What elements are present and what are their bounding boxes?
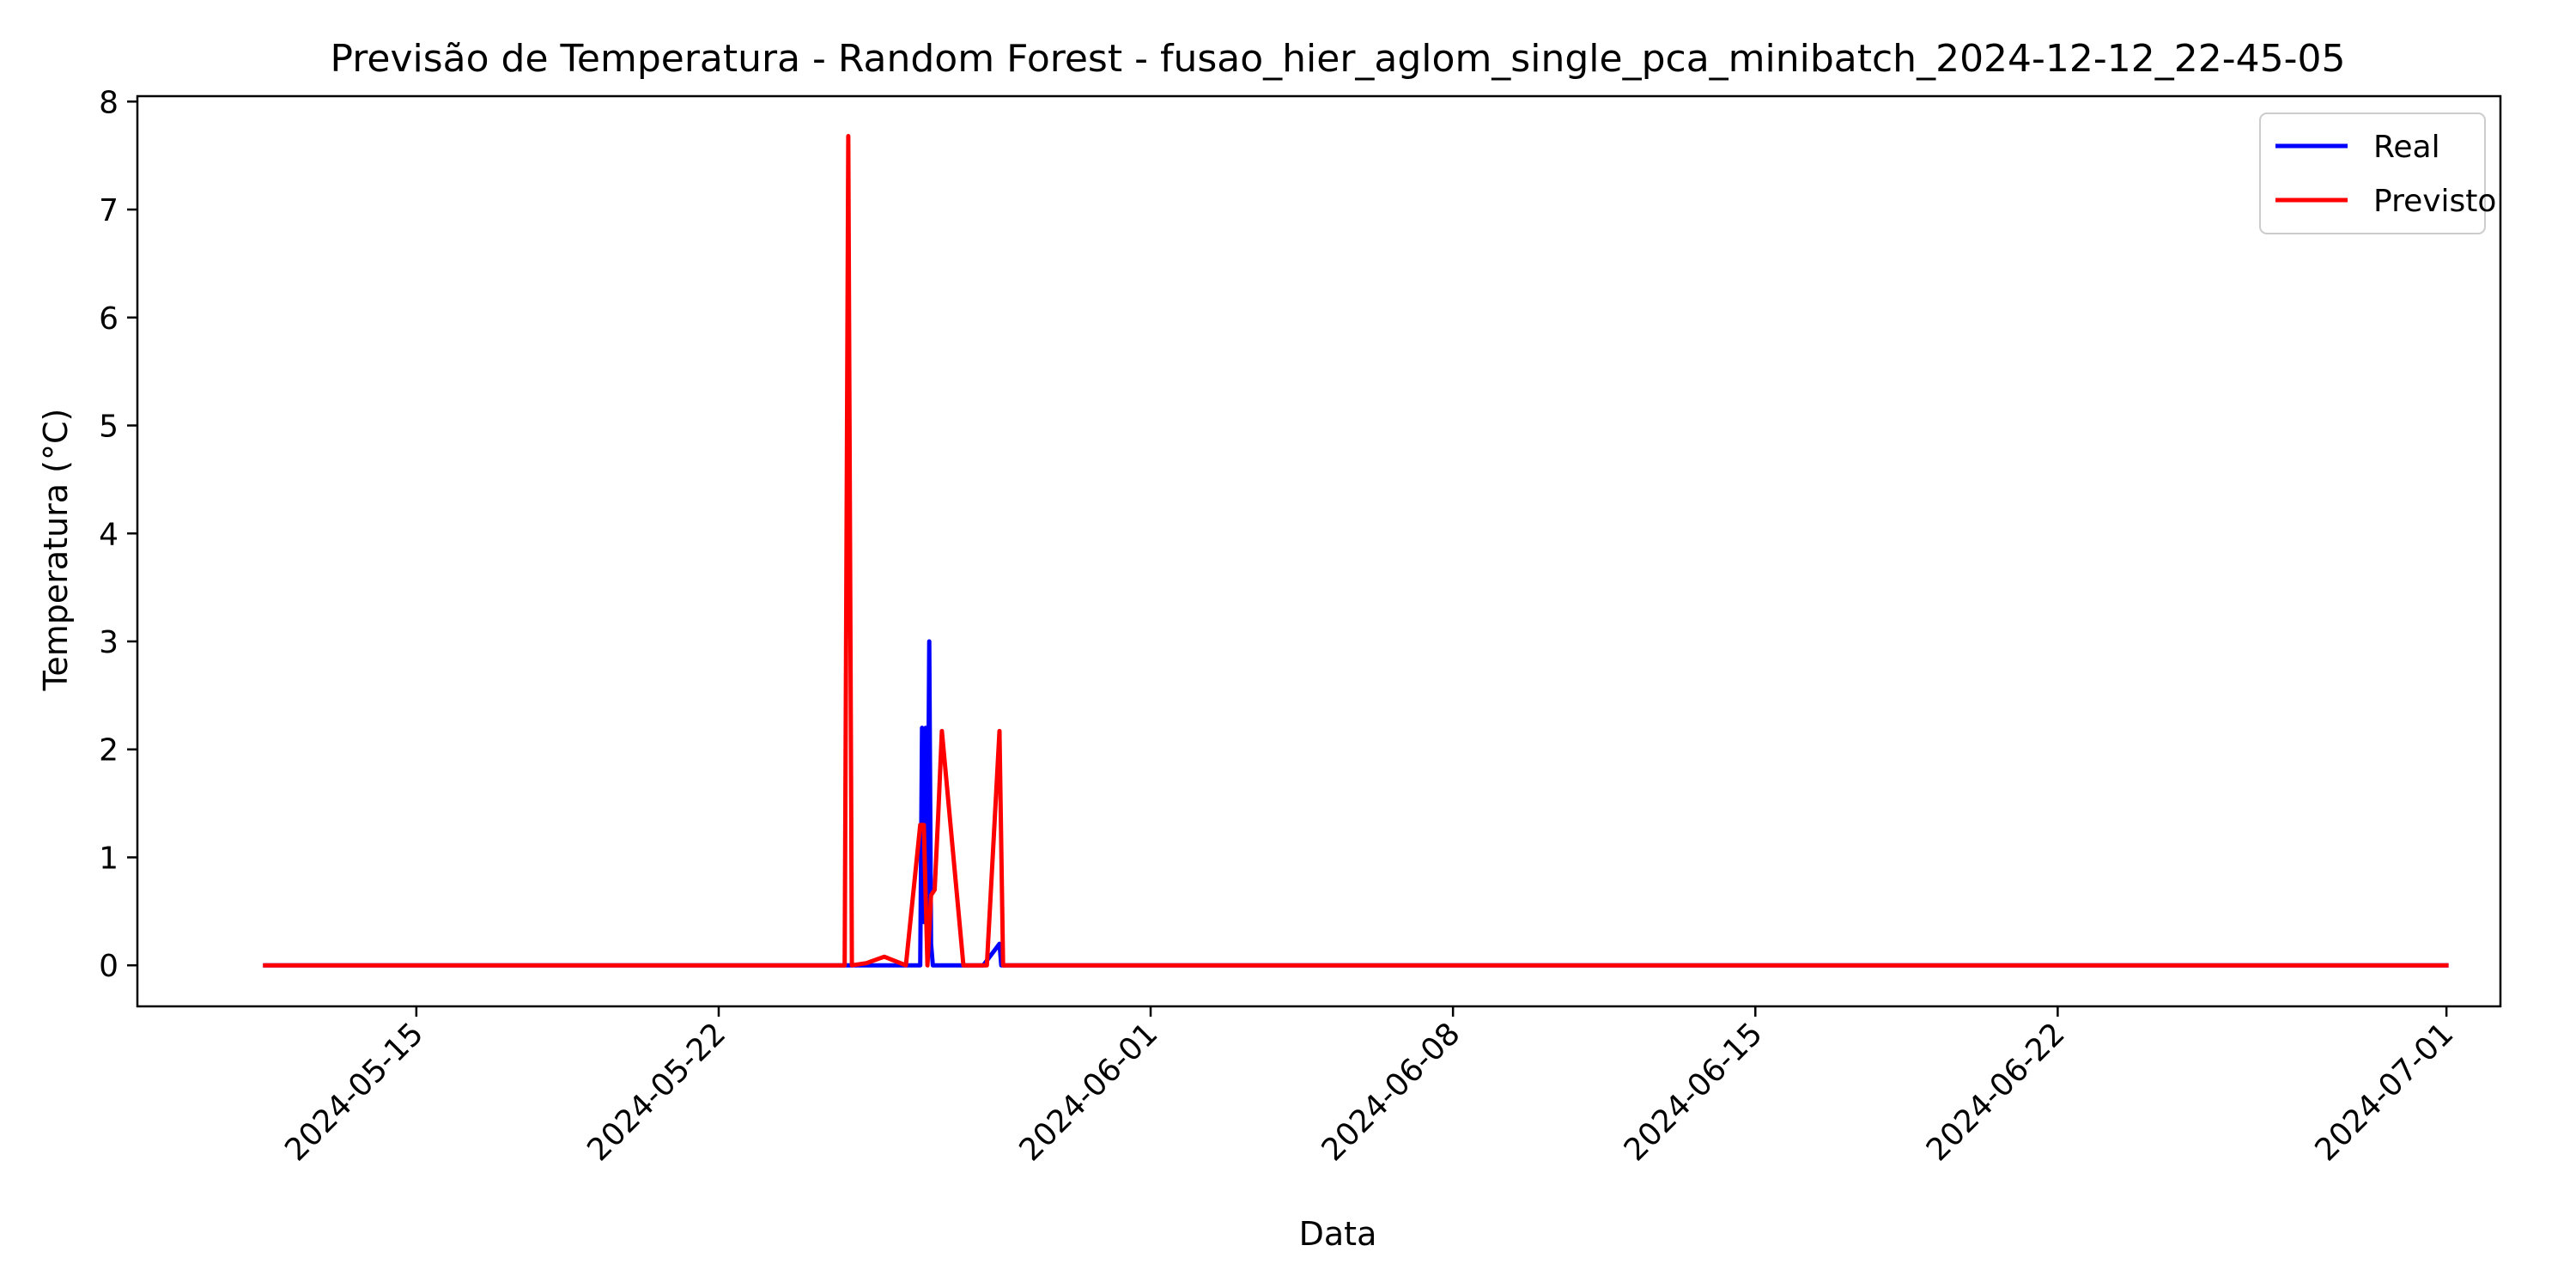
y-tick-label: 8: [99, 85, 118, 120]
y-tick-label: 5: [99, 410, 118, 445]
legend: Real Previsto: [2259, 112, 2496, 234]
plot-frame: [136, 94, 2502, 1008]
y-tick-label: 3: [99, 625, 118, 660]
y-tick-label: 1: [99, 841, 118, 876]
legend-box: [2259, 112, 2486, 234]
series-line-previsto: [263, 134, 2449, 968]
legend-label-previsto: Previsto: [2373, 184, 2496, 219]
y-tick-label: 6: [99, 301, 118, 337]
legend-label-real: Real: [2373, 130, 2440, 165]
series-line-real: [263, 639, 2449, 968]
y-tick-label: 7: [99, 193, 118, 228]
plot-area: [136, 94, 2502, 1008]
y-axis-label: Temperatura (°C): [37, 409, 75, 692]
y-tick-label: 0: [99, 949, 118, 984]
x-axis-label: Data: [1299, 1215, 1377, 1253]
y-axis: 0 1 2 3 4 5 6 7 8: [99, 85, 137, 984]
y-tick-label: 2: [99, 733, 118, 769]
chart-title: Previsão de Temperatura - Random Forest …: [331, 37, 2346, 81]
y-tick-label: 4: [99, 517, 118, 552]
